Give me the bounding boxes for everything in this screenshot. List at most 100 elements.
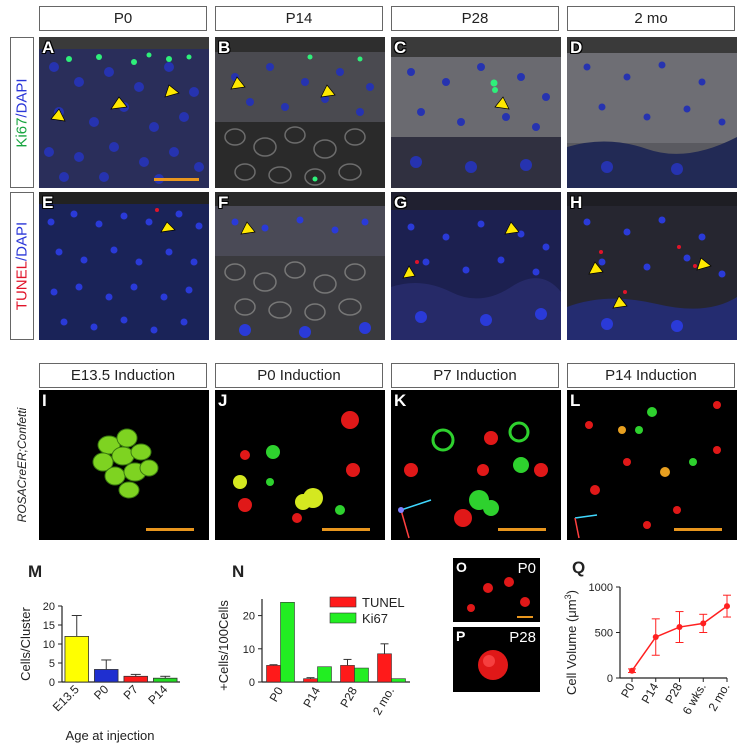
n-bar-ki67-2: [354, 667, 369, 683]
n-xtick-label-0: P0: [267, 684, 287, 704]
panel-c-ki67-p28: C: [391, 37, 561, 188]
n-bar-tunel-0: [266, 665, 281, 683]
m-ytick-label-1: 5: [49, 658, 55, 670]
m-bar-0: [64, 636, 89, 683]
n-ytick-label-1: 10: [243, 644, 255, 656]
panel-o-p0-cells: O P0: [453, 558, 540, 622]
panel-j-p0-induction: J: [215, 390, 385, 540]
n-ytick-label-2: 20: [243, 611, 255, 623]
panel-letter-i: I: [42, 391, 47, 410]
panel-a-ki67-p0: A: [39, 37, 209, 188]
header-p14: P14: [215, 6, 383, 31]
q-ylabel: Cell Volume (μm3): [563, 590, 579, 695]
m-ytick-label-2: 10: [43, 639, 55, 651]
q-ytick-label-0: 0: [607, 673, 613, 685]
m-ylabel: Cells/Cluster: [18, 606, 33, 680]
q-point-0: [629, 667, 635, 674]
m-xtick-label-1: P0: [91, 682, 112, 703]
q-point-4: [724, 603, 730, 610]
panel-l-p14-induction: L: [567, 390, 737, 540]
panel-b-ki67-p14: B: [215, 37, 385, 188]
q-xtick-label-2: P28: [662, 680, 685, 706]
n-bar-ki67-1: [317, 666, 332, 683]
header-p7-induction: P7 Induction: [391, 363, 559, 388]
panel-letter-n: N: [232, 562, 245, 581]
m-ytick-label-0: 0: [49, 677, 55, 689]
panel-e-tunel-p0: E: [39, 192, 209, 340]
panel-p-image: [478, 650, 508, 680]
panel-i-image: [92, 428, 194, 531]
q-point-2: [676, 624, 683, 631]
panel-p-tag: P28: [509, 629, 536, 646]
header-p0-induction: P0 Induction: [215, 363, 383, 388]
q-ytick-label-2: 1000: [589, 582, 613, 594]
n-xtick-label-3: 2 mo.: [370, 685, 397, 718]
header-p14-induction: P14 Induction: [567, 363, 735, 388]
header-p0: P0: [39, 6, 207, 31]
n-bar-tunel-2: [340, 665, 355, 683]
q-xtick-label-3: 6 wks.: [680, 681, 709, 717]
panel-o-tag: P0: [517, 560, 536, 577]
panel-l-image: [574, 401, 722, 539]
panel-letter-f: F: [218, 193, 229, 212]
m-ytick-label-4: 20: [43, 601, 55, 613]
panel-h-image: [567, 192, 737, 340]
q-point-1: [652, 634, 659, 641]
n-xtick-label-1: P14: [300, 684, 323, 710]
tunel-text: TUNEL: [13, 261, 31, 311]
n-legend-label-ki67: Ki67: [362, 611, 388, 626]
n-legend-label-tunel: TUNEL: [362, 595, 405, 610]
n-bar-tunel-3: [377, 653, 392, 683]
panel-e-image: [39, 192, 209, 334]
panel-letter-p: P: [456, 628, 466, 644]
panel-letter-m: M: [28, 562, 43, 581]
ki67-text: Ki67: [13, 117, 31, 148]
panel-a-image: [39, 37, 209, 188]
panel-g-image: [391, 192, 561, 340]
panel-letter-l: L: [570, 391, 581, 410]
panel-letter-o: O: [456, 559, 467, 575]
header-e13-induction: E13.5 Induction: [39, 363, 207, 388]
row-label-confetti: ROSACreER;Confetti: [10, 390, 34, 540]
m-xtick-label-2: P7: [121, 682, 142, 703]
q-xtick-label-4: 2 mo.: [705, 681, 732, 714]
panel-i-e13-induction: I: [39, 390, 209, 540]
n-ylabel: +Cells/100Cells: [216, 600, 231, 691]
n-ytick-label-0: 0: [249, 677, 255, 689]
m-xlabel: Age at injection: [66, 728, 155, 743]
q-xtick-label-0: P0: [618, 680, 638, 700]
panel-letter-e: E: [42, 193, 54, 212]
dapi-text: /DAPI: [13, 77, 31, 118]
row-label-ki67: Ki67/DAPI: [10, 37, 34, 188]
panel-d-image: [567, 37, 737, 188]
n-bar-tunel-1: [303, 678, 318, 683]
panel-o-image: [467, 577, 533, 618]
header-2mo: 2 mo: [567, 6, 735, 31]
q-ytick-label-1: 500: [595, 628, 613, 640]
m-bar-3: [153, 677, 178, 683]
dapi-text-2: /DAPI: [13, 221, 31, 261]
m-ytick-label-3: 15: [43, 620, 55, 632]
row-label-tunel: TUNEL/DAPI: [10, 192, 34, 340]
panel-c-image: [391, 37, 561, 188]
panel-f-image: [215, 192, 385, 338]
panel-letter-h: H: [570, 193, 583, 212]
panel-letter-k: K: [394, 391, 407, 410]
m-bar-2: [123, 675, 148, 683]
panel-k-image: [398, 421, 548, 539]
panel-g-tunel-p28: G: [391, 192, 561, 340]
panel-letter-d: D: [570, 38, 583, 57]
panel-b-image: [215, 37, 385, 188]
n-legend-swatch-tunel: [329, 596, 357, 608]
m-bar-1: [94, 669, 119, 683]
panel-letter-j: J: [218, 391, 228, 410]
panel-h-tunel-2mo: H: [567, 192, 737, 340]
panel-f-tunel-p14: F: [215, 192, 385, 340]
q-xtick-label-1: P14: [639, 680, 662, 706]
panel-letter-c: C: [394, 38, 407, 57]
chart-n-cells-per-100: 0 10 20 P0 P14 P28 2 mo. +Cells/100Cells TUNELKi…: [216, 595, 410, 718]
n-legend-swatch-ki67: [329, 612, 357, 624]
n-bar-ki67-3: [391, 678, 406, 683]
